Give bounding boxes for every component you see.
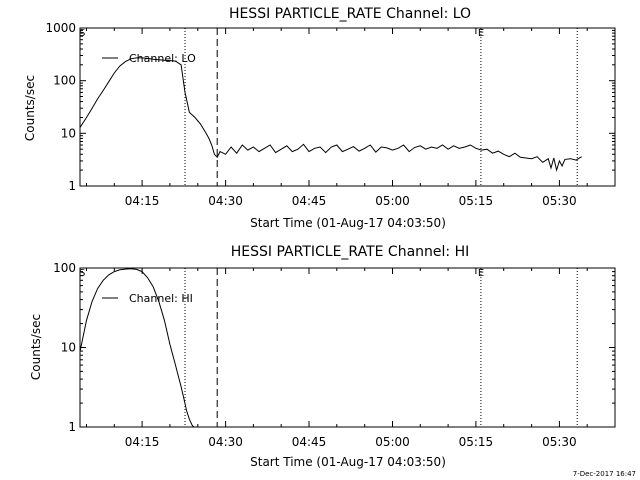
chart-hi: HESSI PARTICLE_RATE Channel: HI Counts/s… xyxy=(29,244,616,469)
legend: Channel: HI xyxy=(102,292,193,305)
x-tick-label: 05:15 xyxy=(459,435,494,449)
y-axis-label: Counts/sec xyxy=(29,314,43,380)
y-tick-label: 1 xyxy=(68,179,76,193)
chart-title: HESSI PARTICLE_RATE Channel: HI xyxy=(231,244,469,260)
legend: Channel: LO xyxy=(102,52,196,65)
marker-label: S xyxy=(79,268,85,279)
x-tick-label: 04:15 xyxy=(125,435,160,449)
legend-label: Channel: LO xyxy=(129,52,196,65)
x-tick-label: 05:00 xyxy=(375,194,410,208)
y-tick-label: 100 xyxy=(53,74,76,88)
series-line xyxy=(79,57,582,173)
x-axis-label: Start Time (01-Aug-17 04:03:50) xyxy=(250,455,446,469)
y-tick-label: 10 xyxy=(61,126,76,140)
x-tick-label: 05:30 xyxy=(542,194,577,208)
y-axis-label: Counts/sec xyxy=(23,75,37,141)
marker-label: E xyxy=(478,28,484,39)
x-tick-label: 04:45 xyxy=(292,435,327,449)
legend-label: Channel: HI xyxy=(129,292,193,305)
x-axis-label: Start Time (01-Aug-17 04:03:50) xyxy=(250,216,446,230)
x-tick-label: 04:45 xyxy=(292,194,327,208)
chart-lo: HESSI PARTICLE_RATE Channel: LO Counts/s… xyxy=(23,6,616,230)
x-tick-label: 05:15 xyxy=(459,194,494,208)
x-tick-label: 04:30 xyxy=(208,435,243,449)
x-tick-label: 04:30 xyxy=(208,194,243,208)
chart-title: HESSI PARTICLE_RATE Channel: LO xyxy=(229,6,471,22)
y-tick-label: 100 xyxy=(53,261,76,275)
x-tick-label: 05:00 xyxy=(375,435,410,449)
marker-label: E xyxy=(478,268,484,279)
x-tick-label: 05:30 xyxy=(542,435,577,449)
y-tick-label: 1 xyxy=(68,420,76,434)
y-tick-label: 1000 xyxy=(45,21,76,35)
plot-frame xyxy=(79,27,616,187)
x-tick-label: 04:15 xyxy=(125,194,160,208)
footer-timestamp: 7-Dec-2017 16:47 xyxy=(573,470,636,478)
y-tick-label: 10 xyxy=(61,341,76,355)
series-line xyxy=(79,268,195,428)
